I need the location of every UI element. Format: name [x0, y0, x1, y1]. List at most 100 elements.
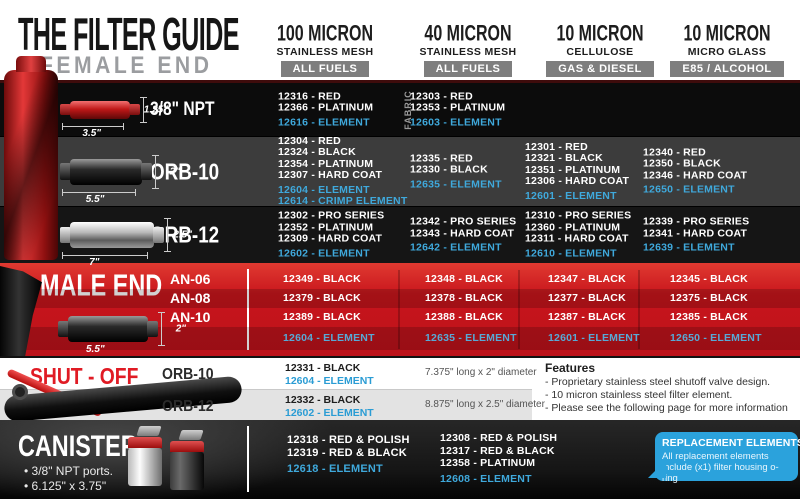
an-row: AN-08 12379 - BLACK 12378 - BLACK 12377 … — [0, 289, 800, 308]
element-part-number: 12650 - ELEMENT — [670, 332, 762, 344]
element-part-number: 12601 - ELEMENT — [548, 332, 640, 344]
filter-cell: 12304 - RED 12324 - BLACK 12354 - PLATINUM… — [278, 134, 408, 208]
element-part-number: 12610 - ELEMENT — [525, 247, 617, 259]
part-number: 12347 - BLACK — [548, 273, 626, 285]
element-part-number: 12639 - ELEMENT — [643, 241, 735, 254]
an-label: AN-06 — [170, 271, 211, 287]
filter-cell: 12302 - PRO SERIES 12352 - PLATINUM 12309 … — [278, 210, 384, 260]
element-part-number: 12650 - ELEMENT — [643, 183, 735, 196]
thumb-cap — [60, 163, 71, 180]
micron-label: 100 MICRON — [276, 22, 374, 47]
canister-specs: • 3/8" NPT ports. • 6.125" x 3.75" — [24, 464, 113, 494]
thumb-cap — [60, 103, 71, 116]
thumb-body — [70, 158, 142, 185]
canister-title: CANISTER — [18, 430, 138, 463]
shutoff-row-label: ORB-12 — [162, 398, 214, 415]
filter-cell: 12316 - RED 12366 - PLATINUM 12616 - ELEM… — [278, 89, 373, 129]
material-label: CELLULOSE — [566, 46, 634, 58]
part-number: 12317 - RED & BLACK — [440, 444, 555, 457]
thumb-body — [70, 222, 154, 248]
element-part-number: 12602 - ELEMENT — [285, 407, 374, 419]
thumb-cap — [147, 320, 158, 338]
width-dim-label: 7" — [89, 257, 100, 268]
part-number: 12330 - BLACK — [410, 163, 488, 176]
female-end-label: FEMALE END — [40, 52, 213, 79]
canister-section: CANISTER • 3/8" NPT ports. • 6.125" x 3.7… — [0, 420, 800, 499]
width-dim-label: 5.5" — [86, 344, 105, 355]
micron-label: 10 MICRON — [683, 22, 771, 47]
filter-thumb-black: 2" 5.5" — [58, 312, 186, 355]
part-number: 12307 - HARD COAT — [278, 169, 383, 181]
fuel-badge: E85 / ALCOHOL — [670, 61, 784, 77]
column-header-100-micron: 100 MICRON STAINLESS MESH ALL FUELS — [253, 22, 397, 77]
measure-line — [62, 188, 136, 196]
filter-cell: 12339 - PRO SERIES 12341 - HARD COAT 1263… — [643, 216, 749, 254]
part-number: 12309 - HARD COAT — [278, 232, 383, 245]
part-number: 12341 - HARD COAT — [643, 226, 748, 239]
an-row: AN-10 12389 - BLACK 12388 - BLACK 12387 … — [0, 308, 800, 327]
part-number: 12304 - RED — [278, 134, 341, 147]
part-number: 12351 - PLATINUM — [525, 163, 621, 176]
part-number: 12345 - BLACK — [670, 273, 748, 285]
column-header-40-micron: 40 MICRON STAINLESS MESH ALL FUELS — [396, 22, 540, 77]
an-row: AN-06 12349 - BLACK 12348 - BLACK 12347 … — [0, 270, 800, 289]
part-number: 12350 - BLACK — [643, 157, 721, 170]
part-number: 12342 - PRO SERIES — [410, 215, 517, 228]
element-part-number: 12604 - ELEMENT — [283, 332, 375, 344]
part-number: 12316 - RED — [278, 89, 341, 102]
thumb-body — [68, 316, 148, 342]
table-divider — [247, 269, 249, 350]
element-part-number: 12601 - ELEMENT — [525, 189, 617, 202]
thumb-cap — [58, 320, 69, 338]
canister-photo-chrome — [128, 426, 164, 486]
part-number: 12377 - BLACK — [548, 292, 626, 304]
filter-thumb-chrome: 2.5" 7" — [60, 218, 192, 268]
filter-thumb-red: 1.25" 3.5" — [60, 96, 168, 139]
an-label: AN-08 — [170, 290, 211, 306]
feature-item: - Proprietary stainless steel shutoff va… — [545, 376, 771, 388]
element-part-number: 12635 - ELEMENT — [410, 177, 502, 190]
filter-cell: 12310 - PRO SERIES 12360 - PLATINUM 12311 … — [525, 210, 631, 260]
replacement-elements-callout: REPLACEMENT ELEMENTS All replacement ele… — [648, 432, 800, 484]
height-dim-label: 1.25" — [143, 104, 168, 115]
canister-cell: 12318 - RED & POLISH 12319 - RED & BLACK … — [287, 434, 410, 476]
thumb-cap — [60, 226, 71, 244]
part-number: 12321 - BLACK — [525, 151, 603, 164]
element-part-number: 12635 - ELEMENT — [425, 332, 517, 344]
canister-cap — [128, 437, 162, 448]
part-number: 12348 - BLACK — [425, 273, 503, 285]
element-part-number: 12642 - ELEMENT — [410, 241, 502, 254]
shutoff-section: SHUT - OFF ORB-10 12331 - BLACK 12604 - … — [0, 356, 800, 422]
micron-label: 10 MICRON — [556, 22, 644, 47]
canister-photo-black — [170, 430, 206, 490]
callout-tail — [648, 460, 666, 478]
element-part-number: 12608 - ELEMENT — [440, 472, 532, 485]
part-number: 12343 - HARD COAT — [410, 226, 515, 239]
part-number: 12388 - BLACK — [425, 311, 503, 323]
part-number: 12352 - PLATINUM — [278, 221, 374, 233]
element-part-number: 12616 - ELEMENT — [278, 115, 370, 128]
an-label: AN-10 — [170, 309, 211, 325]
part-number: 12324 - BLACK — [278, 146, 356, 158]
height-dim-label: 2" — [169, 166, 180, 177]
measure-line — [62, 122, 124, 130]
canister-bracket — [136, 426, 162, 436]
element-part-number: 12602 - ELEMENT — [278, 247, 370, 259]
part-number: 12318 - RED & POLISH — [287, 434, 410, 446]
part-number: 12379 - BLACK — [283, 292, 361, 304]
canister-bracket — [178, 430, 204, 440]
measure-line — [158, 312, 165, 346]
thumb-cap — [141, 163, 152, 180]
part-number: 12319 - RED & BLACK — [287, 447, 407, 459]
part-number: 12354 - PLATINUM — [278, 157, 374, 170]
column-header-10-micron-glass: 10 MICRON MICRO GLASS E85 / ALCOHOL — [655, 22, 799, 77]
element-part-number: 12614 - CRIMP ELEMENT — [278, 195, 408, 207]
shutoff-row-label: ORB-10 — [162, 366, 214, 383]
filter-row-npt: 1.25" 3.5" 3/8" NPT FABRIC 12316 - RED 12… — [0, 83, 800, 139]
filter-cell: 12335 - RED 12330 - BLACK 12635 - ELEMENT — [410, 152, 502, 191]
part-number: 12311 - HARD COAT — [525, 232, 629, 245]
filter-row-orb12: 2.5" 7" ORB-12 12302 - PRO SERIES 12352 -… — [0, 206, 800, 268]
filter-cell: 12303 - RED 12353 - PLATINUM 12603 - ELEM… — [410, 90, 505, 129]
size-spec: 8.875" long x 2.5" diameter — [425, 399, 545, 410]
